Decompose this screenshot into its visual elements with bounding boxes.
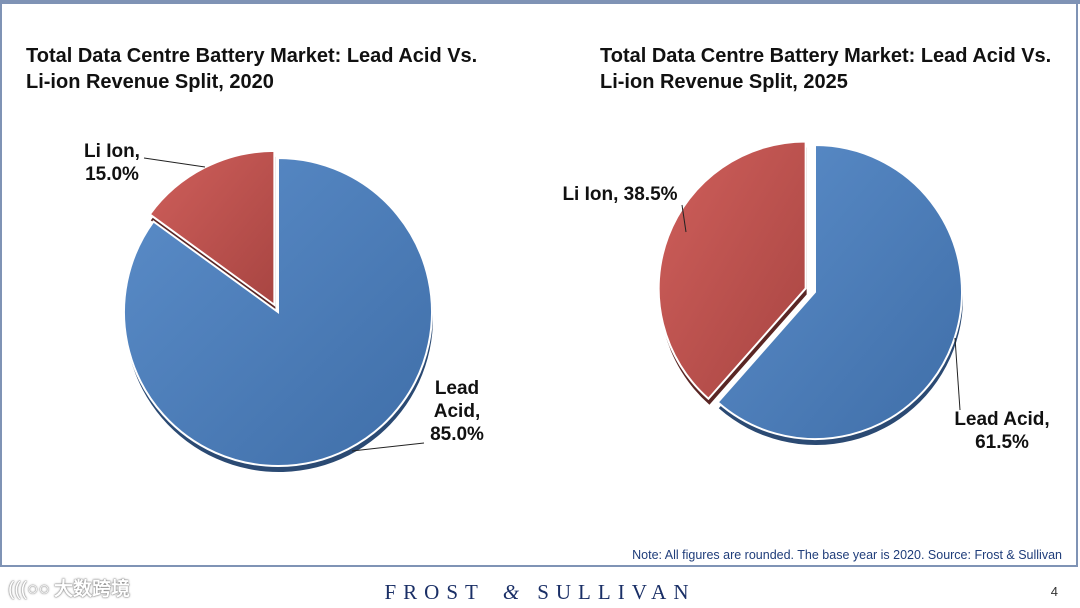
brand-ampersand: & <box>502 580 520 604</box>
pie-1-label-1-line-0: Lead Acid, <box>954 409 1049 430</box>
page-number: 4 <box>1050 584 1058 599</box>
pie-0-label-0: Li Ion, 15.0% <box>84 141 140 185</box>
pie-0: Li Ion, 15.0% Lead Acid, 85.0% <box>84 141 484 472</box>
pie-0-slice-li-ion <box>148 149 276 307</box>
pie-0-label-1-line-0: Lead <box>435 378 479 399</box>
pie-0-leader-1 <box>351 442 425 452</box>
pie-1-leader-1 <box>954 337 961 411</box>
source-note: Note: All figures are rounded. The base … <box>632 548 1062 562</box>
pie-charts: Li Ion, 15.0%Lead Acid, 85.0%Li Ion, 38.5%L… <box>84 140 1050 472</box>
pie-0-label-0-line-1: 15.0% <box>85 164 139 185</box>
chart-title-2020-line-1: Total Data Centre Battery Market: Lead A… <box>26 45 478 67</box>
chart-title-2025-line-1: Total Data Centre Battery Market: Lead A… <box>600 45 1052 67</box>
brand-sullivan: SULLIVAN <box>537 580 696 604</box>
pie-0-label-1-line-2: 85.0% <box>430 424 484 445</box>
pie-1-label-1: Lead Acid, 61.5% <box>954 409 1049 453</box>
watermark-logo-icon: (((○○ <box>8 579 50 600</box>
pie-1: Li Ion, 38.5% Lead Acid, 61.5% <box>562 140 1050 453</box>
chart-title-2025: Total Data Centre Battery Market: Lead A… <box>600 43 1051 95</box>
top-divider <box>0 0 1080 4</box>
pie-1-label-0-line-0: Li Ion, 38.5% <box>562 184 677 205</box>
chart-title-2020-line-2: Li-ion Revenue Split, 2020 <box>26 71 274 93</box>
pie-1-slice-lead-acid <box>716 143 963 440</box>
pie-1-label-1-line-1: 61.5% <box>975 432 1029 453</box>
pie-0-label-1: Lead Acid, 85.0% <box>430 378 484 445</box>
pie-0-leader-0 <box>143 157 206 168</box>
brand-frost: FROST <box>384 580 485 604</box>
watermark: (((○○ 大数跨境 <box>8 574 130 601</box>
pie-1-leader-0 <box>681 204 687 233</box>
pie-0-label-1-line-1: Acid, <box>434 401 480 422</box>
pie-0-slice-lead-acid <box>123 156 433 467</box>
pie-0-label-0-line-0: Li Ion, <box>84 141 140 162</box>
chart-title-2020: Total Data Centre Battery Market: Lead A… <box>26 43 477 95</box>
slide-frame <box>0 0 1078 567</box>
pie-1-label-0: Li Ion, 38.5% <box>562 184 677 205</box>
frost-sullivan-logo: FROST & SULLIVAN <box>0 580 1080 605</box>
watermark-text: 大数跨境 <box>53 579 130 600</box>
chart-title-2025-line-2: Li-ion Revenue Split, 2025 <box>600 71 848 93</box>
pie-1-slice-li-ion <box>657 140 807 401</box>
